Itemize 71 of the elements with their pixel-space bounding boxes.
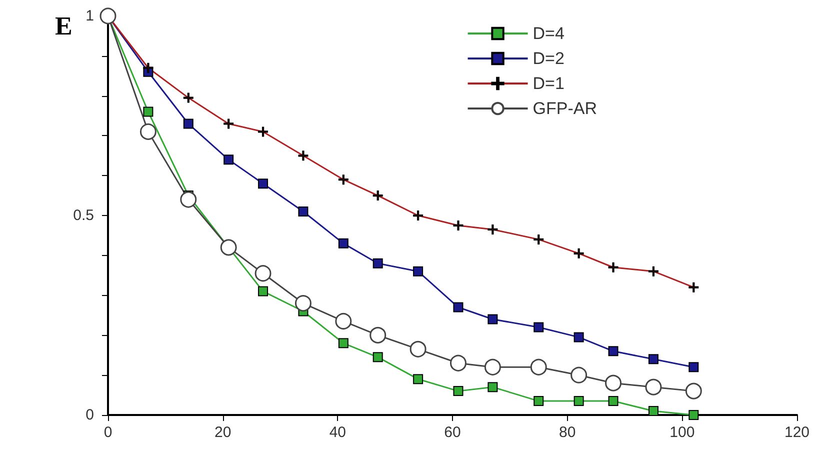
x-tick-label: 60	[444, 424, 461, 441]
legend-label: D=4	[532, 24, 564, 43]
point	[484, 358, 501, 376]
point	[258, 126, 268, 137]
point	[534, 322, 544, 332]
x-tick-label: 20	[214, 424, 232, 441]
legend-label: GFP-AR	[532, 99, 598, 118]
point	[140, 123, 156, 140]
point	[645, 378, 662, 396]
point	[648, 354, 658, 364]
point	[488, 314, 498, 324]
point	[143, 62, 154, 73]
point	[453, 220, 464, 230]
point	[338, 338, 348, 348]
x-tick-label: 100	[670, 424, 695, 441]
point	[413, 210, 424, 220]
point	[648, 266, 658, 276]
point	[183, 92, 194, 103]
point	[534, 234, 544, 244]
point	[254, 265, 272, 282]
point	[338, 174, 348, 185]
point	[224, 154, 234, 165]
point	[574, 248, 584, 258]
point	[372, 352, 383, 362]
point	[335, 312, 352, 330]
y-tick-label: 0.5	[73, 207, 94, 224]
x-tick-label: 120	[784, 424, 810, 441]
x-tick-label: 0	[104, 424, 112, 441]
point	[372, 258, 383, 268]
point	[534, 396, 544, 406]
point	[258, 286, 268, 296]
point	[530, 358, 547, 376]
point	[258, 178, 268, 189]
point	[338, 238, 348, 248]
point	[298, 150, 308, 161]
point	[453, 302, 464, 312]
point	[370, 326, 386, 344]
point	[413, 266, 424, 276]
point	[294, 295, 312, 312]
point	[450, 354, 466, 372]
point	[183, 118, 194, 129]
point	[143, 106, 154, 117]
point	[372, 190, 383, 201]
point	[574, 332, 584, 342]
point	[413, 374, 424, 384]
chart-title: E	[55, 12, 72, 40]
x-tick-label: 40	[329, 424, 346, 441]
point	[605, 374, 622, 392]
legend-label: D=1	[532, 74, 564, 93]
point	[224, 118, 234, 129]
point	[180, 191, 197, 208]
point	[488, 382, 498, 392]
y-tick-label: 0	[86, 406, 94, 424]
point	[688, 410, 699, 420]
y-tick-label: 1	[86, 8, 94, 24]
point	[608, 396, 618, 406]
point	[574, 396, 584, 406]
point	[648, 406, 658, 416]
x-tick-label: 80	[558, 424, 576, 441]
legend-label: D=2	[532, 49, 564, 68]
point	[298, 206, 308, 217]
point	[608, 262, 618, 272]
point	[688, 362, 699, 372]
point	[220, 239, 237, 256]
point	[570, 366, 588, 384]
point	[410, 340, 426, 358]
point	[688, 282, 699, 292]
point	[488, 224, 498, 234]
point	[453, 386, 464, 396]
point	[608, 346, 618, 356]
point	[100, 8, 116, 24]
